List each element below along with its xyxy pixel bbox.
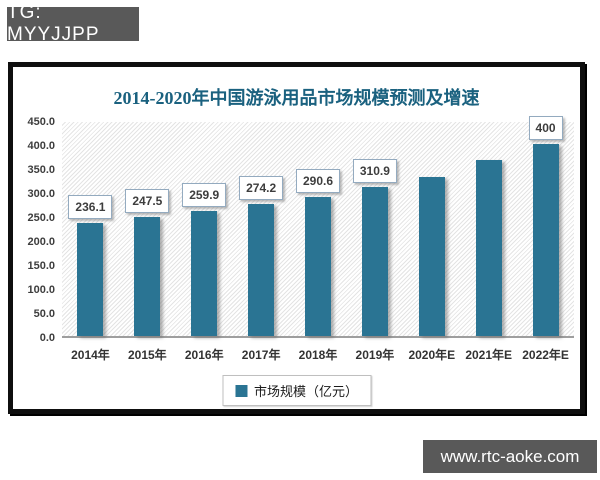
bar-column bbox=[460, 122, 517, 336]
legend-label: 市场规模（亿元） bbox=[253, 384, 359, 399]
bar-value-label: 290.6 bbox=[295, 169, 341, 193]
chart-legend: 市场规模（亿元） bbox=[221, 375, 372, 406]
y-tick-label: 450.0 bbox=[27, 116, 55, 128]
x-axis: 2014年 2015年 2016年 2017年 2018年 2019年 2020年E 2021… bbox=[62, 346, 574, 363]
bar-value-label: 400 bbox=[528, 116, 563, 140]
x-tick-label: 2014年 bbox=[71, 348, 110, 362]
bar bbox=[532, 144, 559, 336]
bar-value-label: 236.1 bbox=[68, 195, 113, 219]
bar-column: 290.6 bbox=[290, 122, 347, 336]
x-tick-label: 2017年 bbox=[241, 348, 281, 362]
y-tick-label: 200.0 bbox=[27, 236, 55, 248]
bar-value-label: 310.9 bbox=[352, 159, 397, 183]
x-tick-label: 2016年 bbox=[184, 348, 224, 362]
bar-column: 274.2 bbox=[233, 122, 290, 336]
legend-swatch-icon bbox=[234, 384, 247, 397]
bar-column: 259.9 bbox=[176, 122, 233, 336]
bar bbox=[418, 177, 445, 336]
y-tick-label: 0.0 bbox=[39, 332, 55, 344]
y-tick-label: 100.0 bbox=[27, 284, 55, 296]
bar bbox=[191, 211, 218, 336]
bar bbox=[475, 160, 502, 336]
x-tick-label: 2015年 bbox=[127, 348, 167, 362]
bar-column: 310.9 bbox=[346, 122, 403, 336]
watermark-badge: www.rtc-aoke.com bbox=[423, 440, 597, 473]
x-tick-label: 2019年 bbox=[355, 348, 395, 362]
y-tick-label: 400.0 bbox=[27, 140, 55, 152]
bar-column: 247.5 bbox=[119, 122, 176, 336]
plot-area: 236.1 247.5 259.9 274.2 290.6 310.9 400 bbox=[62, 116, 574, 338]
y-tick-label: 50.0 bbox=[33, 308, 55, 320]
bar-column bbox=[403, 122, 460, 336]
bar bbox=[134, 217, 161, 336]
y-axis: 450.0 400.0 350.0 300.0 250.0 200.0 150.0 100.0… bbox=[13, 116, 57, 344]
chart-frame: 2014-2020年中国游泳用品市场规模预测及增速 450.0 400.0 350.… bbox=[8, 62, 585, 414]
x-tick-label: 2020年E bbox=[408, 348, 456, 362]
bar-value-label: 274.2 bbox=[239, 176, 284, 200]
bar bbox=[361, 187, 388, 336]
bar bbox=[305, 197, 331, 336]
chart-title: 2014-2020年中国游泳用品市场规模预测及增速 bbox=[113, 88, 480, 108]
bar-value-label: 259.9 bbox=[182, 183, 227, 207]
bar-column: 400 bbox=[517, 116, 574, 336]
x-tick-label: 2018年 bbox=[298, 348, 338, 362]
y-tick-label: 150.0 bbox=[27, 260, 55, 272]
bar bbox=[77, 223, 104, 336]
tg-badge: TG: MYYJJPP bbox=[7, 2, 139, 45]
y-tick-label: 250.0 bbox=[27, 212, 55, 224]
bar bbox=[248, 204, 275, 336]
watermark-text: www.rtc-aoke.com bbox=[440, 446, 580, 466]
x-tick-label: 2021年E bbox=[465, 348, 513, 362]
bar-series: 236.1 247.5 259.9 274.2 290.6 310.9 400 bbox=[62, 116, 574, 336]
bar-value-label: 247.5 bbox=[125, 189, 170, 213]
tg-badge-text: TG: MYYJJPP bbox=[7, 2, 100, 45]
x-tick-label: 2022年E bbox=[522, 348, 569, 362]
bar-column: 236.1 bbox=[62, 122, 119, 336]
y-tick-label: 300.0 bbox=[27, 188, 55, 200]
y-tick-label: 350.0 bbox=[27, 164, 55, 176]
